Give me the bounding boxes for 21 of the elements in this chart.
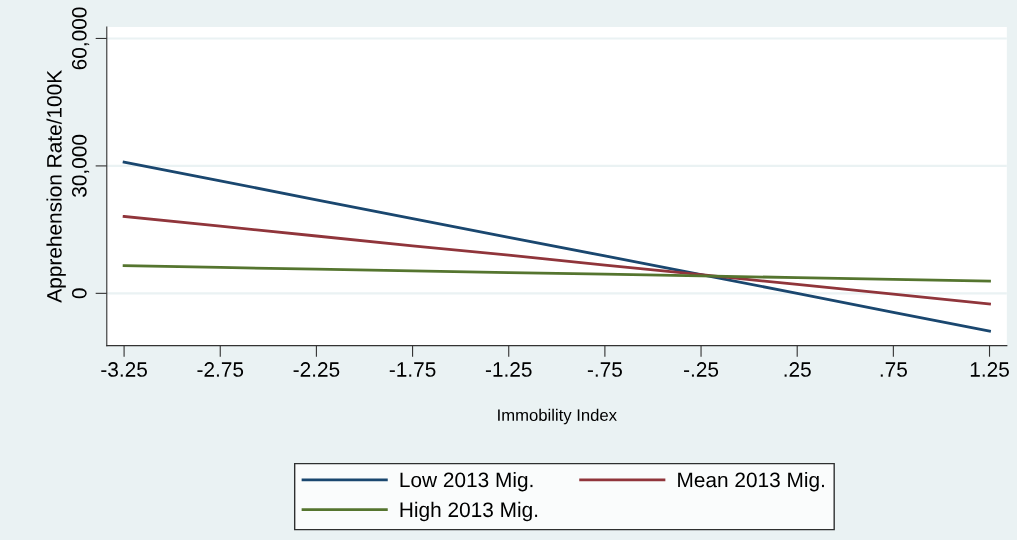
x-tick-label: 1.25 xyxy=(970,362,1009,377)
line-series xyxy=(122,160,991,333)
y-tick-label: 30,000 xyxy=(71,134,90,197)
legend-label: High 2013 Mig. xyxy=(400,501,538,522)
x-tick-label: -2.25 xyxy=(293,362,340,377)
x-tick-label: -.25 xyxy=(684,362,719,377)
y-tick-label: 0 xyxy=(71,288,87,299)
legend-label: Mean 2013 Mig. xyxy=(678,471,824,492)
x-tick-label: -1.25 xyxy=(485,362,532,377)
y-axis-title: Apprehension Rate/100K xyxy=(46,70,66,303)
x-tick-label: -.75 xyxy=(587,362,622,377)
legend-label: Low 2013 Mig. xyxy=(400,471,533,492)
x-tick-label: -1.75 xyxy=(389,362,436,377)
x-tick-label: -2.75 xyxy=(197,362,244,377)
line-series xyxy=(122,215,991,306)
y-tick-label: 60,000 xyxy=(71,7,90,70)
x-axis-title: Immobility Index xyxy=(498,408,617,425)
x-tick-label: .25 xyxy=(784,362,811,377)
x-tick-label: .75 xyxy=(880,362,907,377)
x-tick-label: -3.25 xyxy=(101,362,147,377)
line-series xyxy=(122,264,991,283)
